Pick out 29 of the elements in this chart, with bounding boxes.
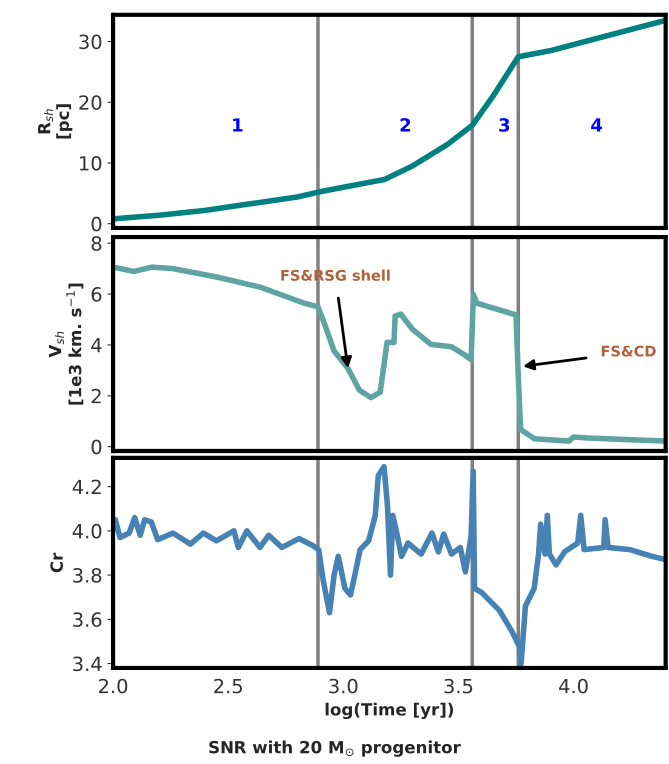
annotation: 4 bbox=[591, 118, 602, 132]
annotation: 3 bbox=[499, 118, 510, 132]
x-tick-label: 3.5 bbox=[444, 678, 472, 694]
x-tick-label: 2.5 bbox=[214, 678, 242, 694]
y-tick-label: 3.4 bbox=[73, 656, 102, 672]
y-tick-label: 3.8 bbox=[73, 568, 102, 583]
y-axis-title: V$_{sh}$ [1e3 km. s$^{−1}$] bbox=[48, 284, 84, 405]
y-tick-label: 0 bbox=[92, 216, 102, 232]
x-tick-label: 3.0 bbox=[329, 678, 358, 694]
y-axis-title: R$_{sh}$ [pc] bbox=[38, 104, 72, 138]
y-tick-label: 8 bbox=[92, 236, 102, 251]
y-tick-label: 4.0 bbox=[72, 524, 102, 539]
x-tick-label: 4.0 bbox=[559, 678, 588, 694]
y-tick-label: 6 bbox=[92, 287, 102, 302]
y-tick-label: 0 bbox=[92, 440, 102, 454]
y-tick-label: 20 bbox=[79, 95, 102, 110]
y-tick-label: 2 bbox=[92, 388, 101, 404]
y-tick-label: 4.2 bbox=[72, 480, 101, 494]
y-axis-title: Cr bbox=[50, 552, 63, 572]
y-tick-label: 3.6 bbox=[73, 612, 102, 627]
x-axis-title: log(Time [yr]) bbox=[326, 702, 454, 720]
y-tick-label: 4 bbox=[91, 338, 102, 352]
text: SNR with 20 M$_{⊙}$ progenitor bbox=[209, 740, 461, 757]
y-tick-label: 30 bbox=[79, 34, 102, 50]
annotation: 1 bbox=[233, 118, 242, 132]
annotation: FS&CD bbox=[602, 346, 656, 357]
x-tick-label: 2.0 bbox=[99, 678, 128, 694]
annotation: 2 bbox=[400, 118, 410, 132]
y-tick-label: 10 bbox=[80, 156, 102, 171]
